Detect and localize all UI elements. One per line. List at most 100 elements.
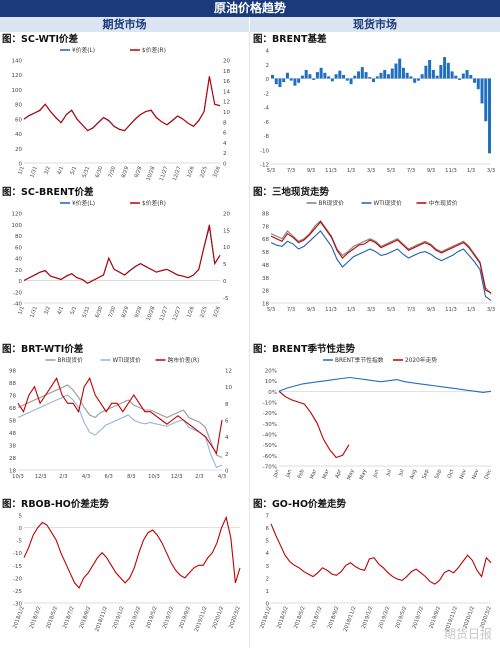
x-tick-label: 4/1 [57, 166, 65, 176]
chart-sc-brent-plot: 120 100 80 60 40 20 0 -20 -40 20 15 10 5 0 -5 1/1 1/31 3/… [12, 199, 231, 322]
y-tick-label: 1 [266, 589, 270, 595]
x-tick-label: 2019/1/2 [112, 606, 126, 630]
x-tick-label: 2019/9/2 [178, 606, 192, 630]
y2-tick-label: 0 [223, 279, 227, 285]
y-tick-label: -30 [13, 602, 22, 608]
legend-label: ¥价差(L) [72, 46, 95, 54]
y-tick-label: 28 [9, 456, 16, 462]
y-tick-label: -10 [260, 148, 269, 154]
x-tick-label: Mar [322, 468, 331, 480]
legend-label: 2020年走势 [405, 356, 437, 364]
x-tick-label: 2018/1/2 [259, 606, 273, 630]
basis-bar [454, 75, 458, 79]
x-tick-label: 3/3 [487, 307, 495, 313]
basis-bar [342, 74, 346, 79]
x-tick-label: 11/3 [445, 168, 457, 174]
basis-bar [349, 78, 353, 85]
x-tick-label: Jan [285, 469, 294, 480]
x-tick-label: 5/3 [387, 168, 395, 174]
basis-bar [327, 76, 331, 79]
x-tick-label: Dec [484, 469, 493, 481]
y-tick-label: -8 [264, 134, 270, 140]
x-tick-label: Mar [309, 468, 318, 480]
basis-bar [315, 72, 319, 79]
x-tick-label: Nov [471, 469, 480, 481]
y-tick-label: -15 [13, 564, 22, 570]
x-tick-label: 2018/9/2 [79, 606, 93, 630]
y-tick-label: 10% [265, 379, 277, 385]
x-tick-label: 1/26 [186, 306, 196, 319]
x-tick-label: 3/3 [367, 168, 375, 174]
basis-bar [357, 71, 361, 79]
x-tick-label: 2018/5/2 [293, 606, 307, 630]
x-tick-label: 2019/11/2 [194, 606, 209, 633]
x-tick-label: 9/3 [307, 307, 315, 313]
x-tick-label: Jun [372, 469, 381, 480]
x-tick-label: 5/1 [70, 166, 78, 176]
basis-bar [330, 78, 334, 82]
basis-bar [476, 78, 480, 90]
y2-tick-label: 6 [223, 131, 227, 137]
y-tick-label: 100 [12, 88, 23, 94]
x-tick-label: 1/3 [467, 307, 475, 313]
y2-tick-label: 18 [223, 69, 230, 75]
chart-title: 图：SC-BRENT价差 [2, 187, 94, 198]
chart-brent-seasonal: 图：BRENT季节性走势 20% 10% 0% -10% -20% -30% -40% -50… [253, 343, 496, 493]
basis-bar [312, 78, 316, 80]
x-tick-label: Apr [335, 468, 344, 479]
x-tick-label: 2019/7/2 [162, 606, 176, 630]
y2-tick-label: 6 [225, 419, 229, 425]
y-tick-label: 7 [266, 514, 270, 520]
x-tick-label: 4/3 [218, 474, 226, 480]
basis-bar [461, 73, 465, 79]
basis-bar [372, 78, 376, 83]
basis-bar [334, 74, 338, 79]
series-line-0 [17, 384, 223, 459]
x-tick-label: 2019/3/2 [129, 606, 143, 630]
legend-label: $价差(R) [142, 46, 166, 54]
x-tick-label: 2/25 [199, 166, 209, 179]
x-tick-label: 5/31 [82, 306, 92, 319]
basis-bar [394, 63, 398, 79]
y-tick-label: 18 [9, 469, 16, 475]
x-tick-label: 7/3 [287, 307, 295, 313]
basis-bar [405, 72, 409, 79]
y-tick-label: -20% [263, 411, 277, 417]
x-tick-label: 11/3 [325, 168, 337, 174]
y-tick-label: 58 [9, 419, 16, 425]
y-tick-label: -12 [260, 163, 269, 169]
y2-tick-label: 4 [225, 435, 229, 441]
basis-bar [289, 78, 293, 81]
x-tick-label: 2/3 [195, 474, 203, 480]
x-tick-label: 11/27 [159, 306, 170, 322]
basis-bar [386, 74, 390, 79]
chart-title: 图：GO-HO价差走势 [253, 499, 347, 510]
basis-bar [431, 69, 435, 79]
basis-bar [439, 64, 443, 79]
basis-bar [360, 67, 364, 79]
x-tick-label: 5/1 [70, 306, 78, 316]
x-tick-label: 2019/1/2 [361, 606, 375, 630]
basis-bar [473, 78, 477, 83]
x-tick-label: Sep [422, 468, 431, 480]
futures-market-header: 期货市场 [0, 17, 249, 32]
y-tick-label: -5 [17, 539, 23, 545]
chart-title: 图：RBOB-HO价差走势 [2, 499, 109, 510]
basis-bar [274, 78, 278, 85]
y2-tick-label: 14 [223, 89, 230, 95]
x-tick-label: 2/3 [59, 474, 67, 480]
basis-bar [308, 74, 312, 79]
legend-label: BRENT季节性指数 [335, 356, 384, 364]
x-tick-label: 11/3 [325, 307, 337, 313]
x-tick-label: Feb [297, 468, 306, 479]
chart-brt-wti: 图：BRT-WTI价差 98 88 78 68 58 48 38 28 18 12 10 8 6 4 2 0 1… [2, 343, 245, 493]
y-tick-label: 18 [262, 302, 269, 308]
basis-bar [364, 72, 368, 79]
x-tick-label: 3/26 [212, 306, 222, 319]
page-title: 原油价格趋势 [0, 0, 500, 17]
y-tick-label: 88 [262, 212, 269, 218]
y2-tick-label: 12 [223, 100, 230, 106]
legend-label: 跨市价差(R) [168, 356, 200, 364]
x-tick-label: 4/3 [82, 474, 90, 480]
y-tick-label: -30% [263, 422, 277, 428]
